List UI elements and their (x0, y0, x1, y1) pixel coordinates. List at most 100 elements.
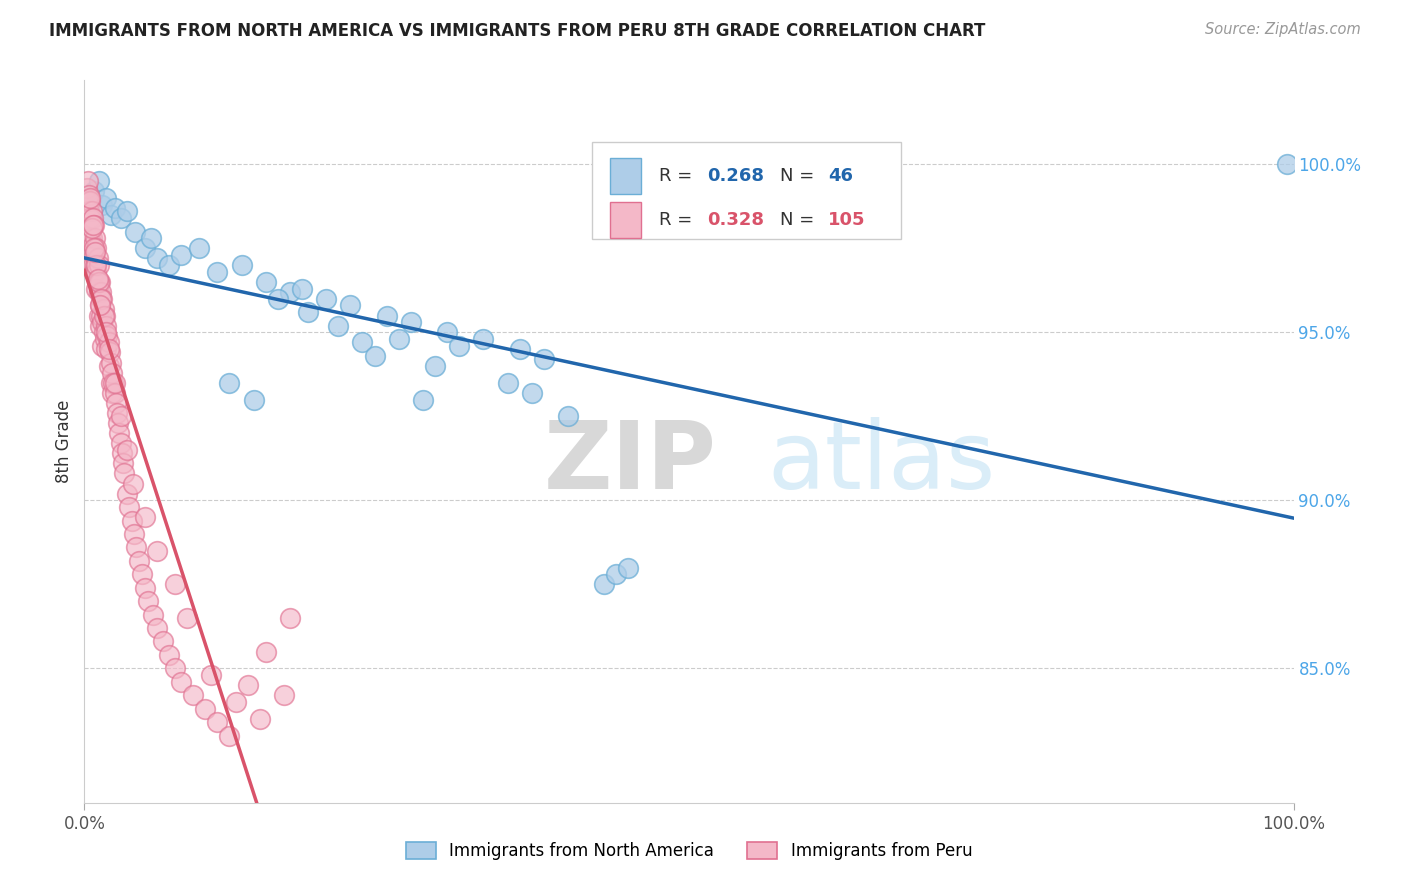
Point (121, 514, 143, 528)
Point (375, 309, 398, 323)
Text: R =: R = (659, 211, 697, 228)
Point (152, 634, 174, 648)
Point (165, 577, 187, 591)
Legend: Immigrants from North America, Immigrants from Peru: Immigrants from North America, Immigrant… (399, 835, 979, 867)
Point (86, 282, 108, 296)
Point (218, 729, 240, 743)
Point (115, 204, 138, 219)
Point (84, 244, 107, 259)
Point (236, 678, 259, 692)
Text: 0.328: 0.328 (707, 211, 763, 228)
Point (157, 648, 180, 662)
Point (86, 252, 108, 266)
Text: 46: 46 (828, 167, 853, 185)
Point (89, 318, 111, 333)
Point (218, 376, 240, 390)
Point (79, 231, 101, 245)
Point (94, 191, 117, 205)
Point (533, 352, 555, 367)
Point (79, 211, 101, 225)
Point (124, 225, 146, 239)
Point (176, 611, 198, 625)
Point (165, 661, 187, 675)
Point (100, 208, 122, 222)
Point (93, 309, 115, 323)
Point (86, 275, 108, 289)
Point (254, 644, 277, 658)
Text: R =: R = (659, 167, 697, 185)
Point (104, 385, 127, 400)
Point (399, 315, 422, 329)
Point (104, 396, 127, 410)
Point (273, 688, 295, 702)
Point (134, 241, 156, 255)
Point (90, 285, 112, 299)
Point (254, 275, 277, 289)
Point (112, 456, 135, 470)
Point (83, 218, 105, 232)
Point (170, 674, 193, 689)
Point (617, 560, 640, 574)
Bar (610, 158, 641, 194)
Text: atlas: atlas (768, 417, 995, 509)
Point (170, 248, 193, 262)
Point (520, 385, 543, 400)
Point (110, 436, 132, 450)
Point (157, 258, 180, 272)
Point (111, 446, 134, 460)
Point (79, 191, 101, 205)
Point (87, 258, 110, 272)
Point (593, 577, 616, 591)
Point (86, 271, 108, 285)
Point (352, 335, 374, 350)
Point (278, 285, 301, 299)
Text: N =: N = (780, 167, 820, 185)
Point (101, 366, 124, 380)
Point (80, 231, 103, 245)
Point (242, 392, 264, 407)
Point (110, 409, 132, 424)
Point (89, 298, 111, 312)
Point (101, 385, 124, 400)
Point (328, 318, 350, 333)
Y-axis label: 8th Grade: 8th Grade (55, 400, 73, 483)
Point (121, 476, 143, 491)
Point (94, 342, 117, 356)
Point (181, 688, 204, 702)
Point (86, 265, 108, 279)
Point (93, 326, 115, 340)
Point (557, 409, 579, 424)
Point (423, 359, 446, 373)
Point (139, 231, 162, 245)
Point (142, 607, 165, 622)
Point (509, 342, 531, 356)
Point (112, 467, 135, 481)
Point (363, 349, 385, 363)
Point (104, 376, 127, 390)
Point (84, 258, 107, 272)
Text: IMMIGRANTS FROM NORTH AMERICA VS IMMIGRANTS FROM PERU 8TH GRADE CORRELATION CHAR: IMMIGRANTS FROM NORTH AMERICA VS IMMIGRA… (49, 22, 986, 40)
Point (134, 581, 156, 595)
Point (94, 332, 117, 346)
Point (94, 309, 117, 323)
Point (108, 426, 131, 441)
Point (86, 241, 108, 255)
Point (315, 292, 337, 306)
Text: 0.268: 0.268 (707, 167, 763, 185)
Point (83, 241, 105, 255)
Point (100, 376, 122, 390)
Point (89, 275, 111, 289)
Point (91, 197, 114, 211)
Point (146, 543, 169, 558)
Point (449, 339, 471, 353)
Point (91, 315, 114, 329)
Point (496, 376, 519, 390)
Point (1277, 157, 1299, 171)
Point (207, 715, 229, 730)
Point (146, 621, 169, 635)
Point (79, 194, 101, 209)
Point (105, 406, 128, 420)
Point (436, 326, 458, 340)
Point (231, 258, 253, 272)
Point (86, 258, 108, 272)
